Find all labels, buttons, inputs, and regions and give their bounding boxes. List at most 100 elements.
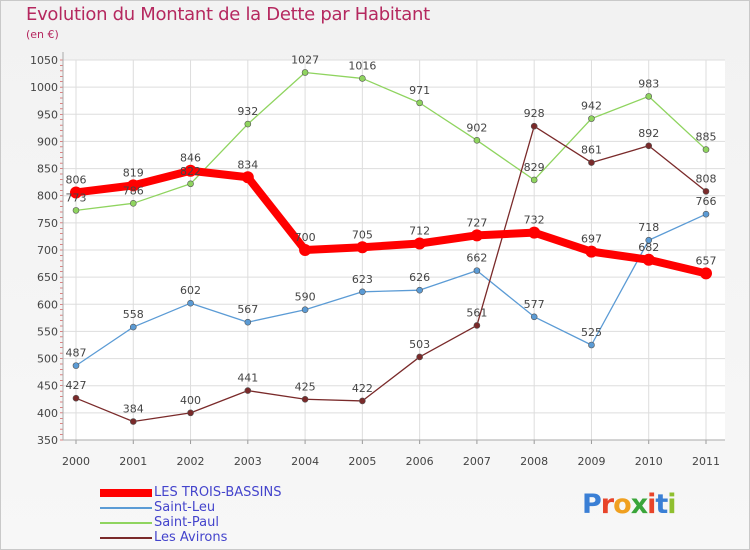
data-point	[416, 99, 423, 107]
data-label: 657	[696, 254, 717, 267]
data-point	[241, 171, 254, 184]
data-point	[585, 245, 598, 258]
data-label: 806	[66, 173, 87, 186]
data-label: 766	[696, 195, 717, 208]
data-label: 885	[696, 131, 717, 144]
data-point	[187, 409, 194, 417]
data-label: 808	[696, 172, 717, 185]
data-label: 700	[295, 231, 316, 244]
data-point	[413, 237, 426, 250]
data-point	[700, 267, 712, 280]
data-point	[72, 207, 80, 214]
data-point	[187, 299, 194, 307]
legend-swatch	[100, 537, 152, 539]
data-point	[244, 387, 252, 394]
data-point	[301, 69, 309, 76]
unit-label: (en €)	[26, 28, 59, 41]
data-label: 427	[66, 379, 87, 392]
data-label: 590	[295, 291, 316, 304]
data-point	[416, 353, 423, 361]
data-label: 1016	[348, 59, 376, 72]
y-tick-label: 750	[37, 217, 58, 230]
data-label: 705	[352, 228, 373, 241]
data-point	[127, 179, 140, 192]
data-label: 441	[237, 372, 258, 385]
data-point	[642, 253, 655, 266]
x-tick-label: 2002	[177, 455, 205, 468]
data-label: 732	[524, 214, 545, 227]
data-label: 697	[581, 233, 602, 246]
data-point	[184, 164, 197, 177]
proxiti-logo: Proxiti	[582, 489, 677, 520]
data-label: 525	[581, 326, 602, 339]
data-label: 902	[466, 121, 487, 134]
data-point	[473, 322, 481, 329]
legend-label: LES TROIS-BASSINS	[154, 485, 282, 500]
data-label: 662	[466, 252, 487, 265]
data-label: 487	[66, 347, 87, 360]
data-point	[702, 146, 710, 153]
data-point	[129, 200, 137, 207]
y-tick-label: 500	[37, 353, 58, 366]
data-point	[359, 288, 366, 296]
data-label: 727	[466, 216, 487, 229]
data-label: 626	[409, 271, 430, 284]
y-tick-label: 450	[37, 380, 58, 393]
data-label: 834	[237, 158, 258, 171]
data-point	[702, 210, 710, 218]
chart-title: Evolution du Montant de la Dette par Hab…	[26, 4, 430, 25]
y-tick-label: 900	[37, 135, 58, 148]
y-tick-label: 550	[37, 325, 58, 338]
legend-swatch	[100, 489, 152, 497]
x-tick-label: 2000	[62, 455, 90, 468]
data-label: 718	[638, 221, 659, 234]
data-label: 892	[638, 127, 659, 140]
data-label: 558	[123, 308, 144, 321]
legend-label: Saint-Leu	[154, 500, 216, 515]
data-point	[72, 394, 80, 402]
data-label: 928	[524, 107, 545, 120]
data-point	[645, 142, 653, 150]
legend-swatch	[100, 522, 152, 524]
data-point	[299, 244, 312, 256]
data-point	[473, 267, 481, 274]
data-label: 623	[352, 273, 373, 286]
data-label: 400	[180, 394, 201, 407]
data-point	[416, 286, 423, 294]
data-label: 712	[409, 224, 430, 237]
data-point	[530, 122, 538, 130]
y-tick-label: 400	[37, 407, 58, 420]
data-label: 577	[524, 298, 545, 311]
data-point	[359, 75, 366, 82]
data-point	[530, 176, 538, 184]
data-label: 773	[66, 191, 87, 204]
data-label: 1027	[291, 53, 319, 66]
data-label: 425	[295, 380, 316, 393]
x-tick-label: 2009	[577, 455, 605, 468]
data-point	[588, 159, 595, 166]
data-point	[70, 186, 82, 199]
series-line-saint-leu	[75, 213, 707, 367]
data-point	[470, 229, 483, 242]
data-point	[187, 180, 194, 188]
data-point	[301, 395, 309, 403]
data-label: 983	[638, 77, 659, 90]
data-point	[129, 418, 137, 425]
data-point	[301, 306, 309, 314]
y-tick-label: 950	[37, 108, 58, 121]
x-tick-label: 2001	[119, 455, 147, 468]
data-label: 846	[180, 152, 201, 165]
y-tick-label: 700	[37, 244, 58, 257]
y-tick-label: 1050	[30, 54, 58, 67]
data-label: 822	[180, 165, 201, 178]
data-point	[129, 323, 137, 331]
x-tick-label: 2003	[234, 455, 262, 468]
y-tick-label: 800	[37, 190, 58, 203]
legend-label: Les Avirons	[154, 530, 228, 545]
data-point	[530, 313, 538, 321]
data-label: 682	[638, 241, 659, 254]
y-tick-label: 850	[37, 163, 58, 176]
data-point	[645, 236, 653, 244]
data-point	[473, 137, 481, 144]
